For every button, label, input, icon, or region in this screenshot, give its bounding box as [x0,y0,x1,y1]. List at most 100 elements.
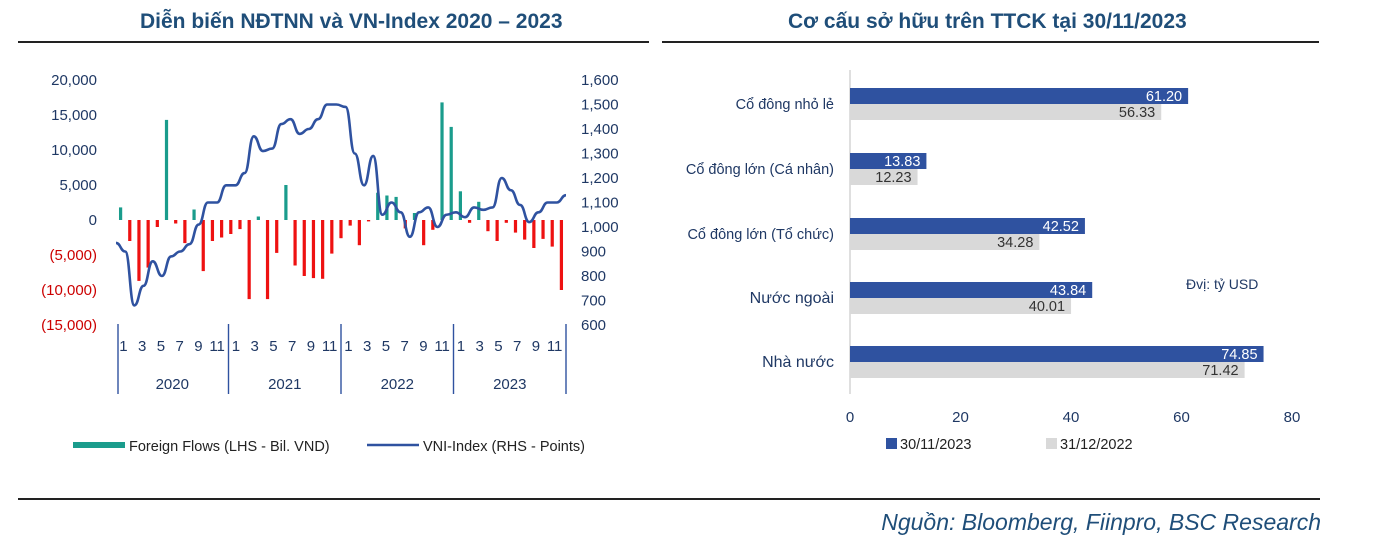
category-label: Cổ đông nhỏ lẻ [736,97,834,113]
vnindex-line [115,103,567,307]
left-axis-tick: (5,000) [49,247,97,264]
left-axis-tick: (10,000) [41,282,97,299]
foreign-flow-bar [330,220,334,254]
legend-swatch-2022 [1046,438,1057,449]
right-axis-tick: 1,200 [581,170,619,187]
bar-2022-label: 56.33 [1119,105,1155,121]
foreign-flow-bar [550,220,554,247]
bar-2023-label: 61.20 [1146,89,1182,105]
category-label: Cổ đông lớn (Cá nhân) [686,162,834,178]
legend-label-2023: 30/11/2023 [900,437,972,453]
right-axis-tick: 1,100 [581,195,619,212]
left-axis-tick: 20,000 [51,72,97,89]
x-axis-tick: 80 [1284,409,1301,426]
bar-2022-label: 12.23 [875,170,911,186]
year-tick-label: 2023 [493,376,526,393]
foreign-flow-bar [532,220,536,248]
month-tick-label: 3 [138,338,146,355]
month-tick-label: 7 [400,338,408,355]
month-tick-label: 5 [382,338,390,355]
foreign-flow-bar [265,220,270,300]
month-tick-label: 9 [532,338,540,355]
foreign-flow-bar [523,220,527,240]
bar-2022-label: 34.28 [997,235,1033,251]
legend-label-vni: VNI-Index (RHS - Points) [423,439,585,455]
foreign-flow-bar [458,191,462,220]
bar-2022 [850,104,1162,120]
bar-2022-label: 71.42 [1202,363,1238,379]
foreign-flow-bar [486,220,490,232]
source-note: Nguồn: Bloomberg, Fiinpro, BSC Research [881,509,1321,535]
foreign-flow-bar [431,220,435,230]
foreign-flow-bar [357,220,361,246]
month-tick-label: 9 [419,338,427,355]
bar-2023 [850,153,927,169]
bar-2022 [850,362,1245,378]
right-axis-tick: 600 [581,317,606,334]
right-title-rule [662,41,1319,43]
month-tick-label: 11 [434,338,450,355]
right-axis-tick: 1,500 [581,97,619,114]
bar-2023-label: 42.52 [1043,219,1079,235]
right-axis-tick: 700 [581,293,606,310]
foreign-flow-bar [311,220,316,279]
foreign-flow-bar [220,220,224,238]
legend-swatch-2023 [886,438,897,449]
month-tick-label: 5 [494,338,502,355]
month-tick-label: 7 [175,338,183,355]
x-axis-tick: 40 [1063,409,1080,426]
bar-2023-label: 74.85 [1221,347,1257,363]
right-axis-tick: 1,300 [581,146,619,163]
legend-label-flows: Foreign Flows (LHS - Bil. VND) [129,439,330,455]
foreign-flow-bar [128,220,132,241]
foreign-flow-bar [118,207,123,220]
bar-2022 [850,169,918,185]
month-tick-label: 1 [344,338,352,355]
left-axis-tick: 5,000 [59,177,97,194]
bar-2022 [850,298,1072,314]
bar-2022 [850,234,1040,250]
bar-2023 [850,346,1264,362]
month-tick-label: 11 [547,338,563,355]
category-label: Cổ đông lớn (Tổ chức) [687,227,834,243]
foreign-flow-bar [284,185,288,220]
right-axis-tick: 1,000 [581,219,619,236]
right-axis-tick: 900 [581,244,606,261]
month-tick-label: 9 [194,338,202,355]
foreign-flow-bar [559,220,564,290]
year-tick-label: 2021 [268,376,301,393]
right-chart-title: Cơ cấu sở hữu trên TTCK tại 30/11/2023 [788,10,1187,33]
foreign-flow-bar [440,102,444,220]
month-tick-label: 5 [157,338,165,355]
left-axis-tick: 0 [89,212,97,229]
month-tick-label: 3 [250,338,258,355]
foreign-flow-bar [339,220,343,239]
month-tick-label: 11 [322,338,338,355]
year-tick-label: 2022 [381,376,414,393]
left-chart-title: Diễn biến NĐTNN và VN-Index 2020 – 2023 [140,10,563,33]
bar-2023 [850,282,1093,298]
month-tick-label: 5 [269,338,277,355]
category-label: Nhà nước [762,354,834,371]
bar-2022-label: 40.01 [1029,299,1065,315]
foreign-flow-bar [348,220,352,226]
foreign-flow-bar [293,220,297,266]
month-tick-label: 9 [307,338,315,355]
foreign-flow-bar [495,220,499,241]
foreign-flow-bar [376,192,380,220]
x-axis-tick: 60 [1173,409,1190,426]
foreign-flow-bar [201,220,205,272]
foreign-flow-bar [422,220,426,246]
left-axis-tick: (15,000) [41,317,97,334]
foreign-flow-bar [146,220,150,268]
month-tick-label: 1 [232,338,240,355]
foreign-flow-bar [449,126,453,220]
bar-2023-label: 13.83 [884,154,920,170]
month-tick-label: 11 [209,338,225,355]
foreign-flow-bar [366,220,371,222]
bar-2023-label: 43.84 [1050,283,1086,299]
bottom-rule [18,498,1320,500]
foreign-flow-bar [412,213,417,220]
foreign-flow-bar [477,201,481,220]
